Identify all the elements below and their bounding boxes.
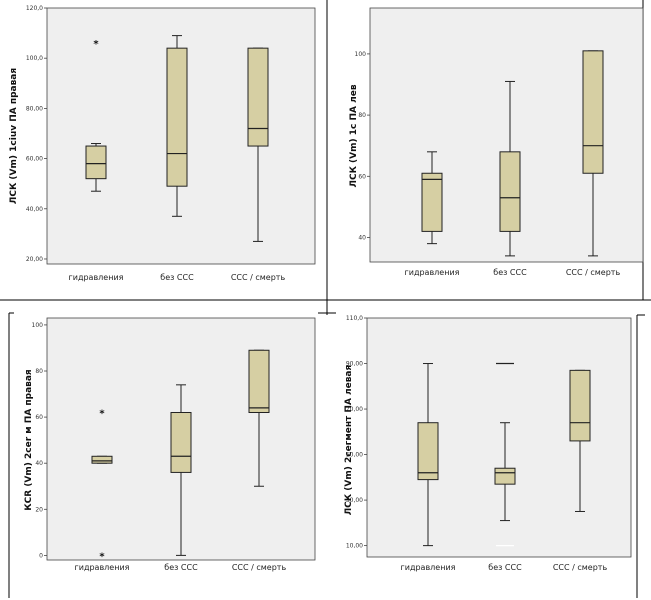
category-label: гидравления	[405, 268, 460, 277]
box-3	[248, 349, 270, 487]
y-tick-label: 80	[358, 112, 366, 119]
y-tick-label: 100	[355, 51, 367, 58]
y-tick-label: 20,00	[26, 256, 43, 263]
y-tick-label: 10,00	[346, 543, 363, 550]
y-tick-label: 120,0	[26, 5, 43, 12]
box-2	[166, 35, 188, 217]
category-label: гидравления	[69, 273, 124, 282]
chart-panel-4: 10,00 30,00 50,00 70,00 90,00 110,0 ЛСК (Vm) 2…	[344, 315, 632, 572]
y-tick-label: 40	[358, 235, 366, 242]
category-label: ССС / смерть	[553, 563, 608, 572]
box-iqr	[247, 47, 269, 147]
y-tick-label: 110,0	[346, 315, 363, 322]
charts-group: 20,00 40,00 60,00 80,00 100,0 120,0 ЛСК (Vm) 1…	[8, 5, 645, 598]
box-iqr	[91, 455, 113, 464]
outlier-marker: *	[99, 408, 105, 419]
box-3	[247, 47, 269, 242]
chart-panel-3: 0 20 40 60 80 100 КСR (Vm) 2cer м ПА правая гид…	[24, 317, 316, 572]
box-2	[170, 384, 192, 556]
category-label: без ССС	[493, 268, 527, 277]
category-label: ССС / смерть	[566, 268, 621, 277]
box-1	[85, 143, 107, 192]
box-2	[499, 80, 521, 257]
category-label: без ССС	[160, 273, 194, 282]
plot-area	[366, 317, 632, 558]
box-iqr	[417, 422, 439, 481]
category-label: гидравления	[75, 563, 130, 572]
y-tick-label: 90,00	[346, 361, 363, 368]
y-tick-label: 50,00	[346, 452, 363, 459]
box-iqr	[421, 172, 443, 232]
box-3	[582, 50, 604, 257]
category-label: без ССС	[488, 563, 522, 572]
category-label: без ССС	[164, 563, 198, 572]
outlier-marker: *	[93, 39, 99, 50]
y-tick-label: 60	[35, 414, 43, 421]
box-iqr	[85, 145, 107, 180]
chart-panel-2: 40 60 80 100 ЛСК (Vm) 1с ПА лев гидравления бе…	[349, 7, 644, 277]
y-axis-label: ЛСК (Vm) 2сегмент ПА левая	[344, 364, 354, 515]
y-tick-label: 60	[358, 173, 366, 180]
chart-panel-1: 20,00 40,00 60,00 80,00 100,0 120,0 ЛСК (Vm) 1…	[9, 5, 316, 282]
box-iqr	[494, 467, 516, 485]
y-tick-label: 30,00	[346, 497, 363, 504]
box-iqr	[499, 151, 521, 232]
category-label: ССС / смерть	[231, 273, 286, 282]
box-1	[91, 455, 113, 464]
y-tick-label: 40,00	[26, 206, 43, 213]
y-tick-label: 100	[32, 322, 44, 329]
y-tick-label: 80	[35, 368, 43, 375]
outlier-marker: *	[99, 551, 105, 562]
y-tick-label: 0	[39, 552, 43, 559]
box-1	[421, 151, 443, 245]
y-tick-label: 70,00	[346, 406, 363, 413]
box-iqr	[166, 47, 188, 187]
box-iqr	[582, 50, 604, 174]
y-axis-label: ЛСК (Vm) 1ciuv ПА правая	[9, 68, 19, 204]
y-tick-label: 100,0	[26, 55, 43, 62]
box-2	[494, 422, 516, 522]
box-3	[569, 369, 591, 512]
y-tick-label: 80,00	[26, 105, 43, 112]
y-tick-label: 60,00	[26, 156, 43, 163]
y-axis-label: ЛСК (Vm) 1с ПА лев	[349, 84, 359, 187]
box-iqr	[569, 369, 591, 442]
y-axis-label: КСR (Vm) 2cer м ПА правая	[24, 369, 34, 511]
box-1	[417, 363, 439, 547]
box-iqr	[170, 411, 192, 473]
y-tick-label: 20	[35, 506, 43, 513]
category-label: гидравления	[401, 563, 456, 572]
box-iqr	[248, 349, 270, 413]
category-label: ССС / смерть	[232, 563, 287, 572]
y-tick-label: 40	[35, 460, 43, 467]
